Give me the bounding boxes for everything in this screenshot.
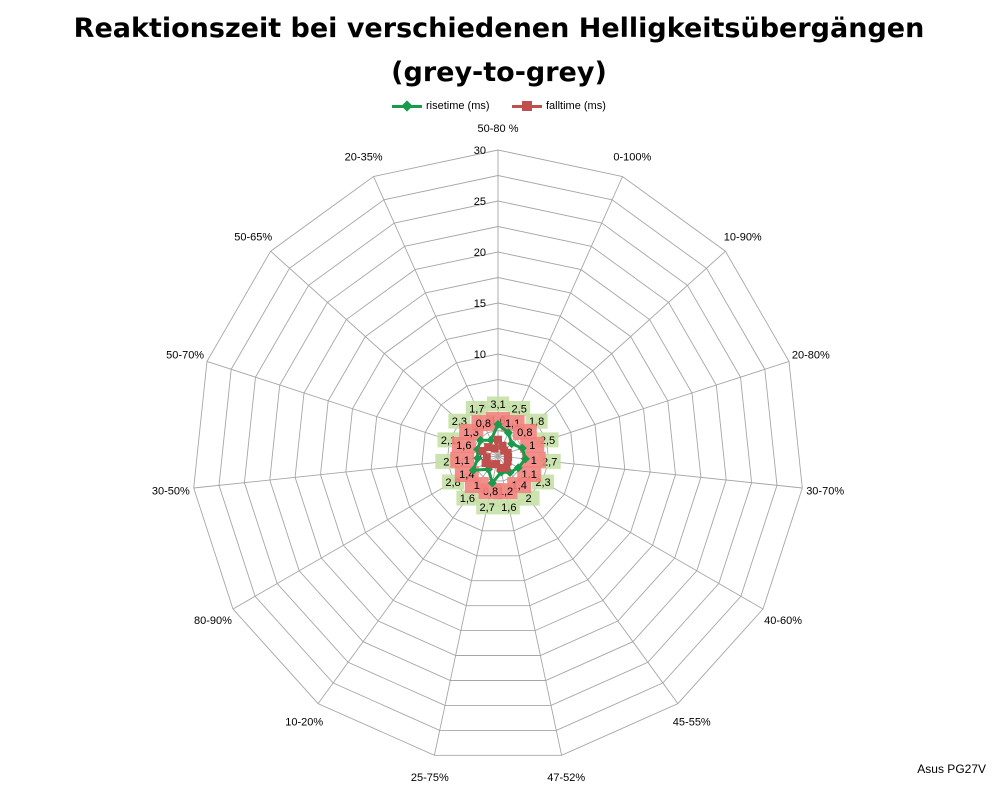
grid-ring (345, 302, 651, 607)
category-label: 47-52% (547, 772, 585, 784)
category-label: 20-80% (792, 350, 830, 362)
risetime-point (468, 465, 478, 475)
risetime-point (473, 453, 483, 463)
category-label: 80-90% (194, 615, 232, 627)
category-label: 10-90% (724, 232, 762, 244)
risetime-point (513, 463, 523, 473)
category-label: 50-65% (234, 232, 272, 244)
grid-ring (218, 175, 778, 731)
legend-line-falltime (512, 100, 542, 111)
data-label: 3,1 (490, 399, 505, 411)
data-label-box (512, 423, 537, 440)
chart-title-line-1: Reaktionszeit bei verschiedenen Helligke… (73, 13, 925, 44)
data-label: 1 (529, 440, 535, 452)
category-label: 30-50% (152, 485, 190, 497)
radial-tick-label: 10 (474, 349, 486, 361)
falltime-point (503, 457, 512, 466)
data-label: 1,6 (460, 493, 475, 505)
data-label: 1 (531, 455, 537, 467)
falltime-point (503, 448, 512, 457)
data-label: 0,8 (476, 418, 491, 430)
risetime-series-line (471, 422, 527, 485)
risetime-point (493, 419, 503, 429)
grid-ring (193, 149, 803, 756)
data-label-box (471, 415, 496, 432)
data-label: 2 (443, 456, 449, 468)
grid-ring (421, 379, 575, 532)
grid-ring (294, 251, 702, 656)
legend-item-falltime: falltime (ms) (512, 100, 606, 112)
data-label-box (451, 436, 476, 453)
grid-ring (320, 277, 676, 632)
data-label: 1,7 (469, 404, 484, 416)
falltime-point (481, 459, 490, 468)
legend-label-risetime: risetime (ms) (426, 100, 490, 112)
data-label-box (456, 490, 479, 506)
data-label-box (487, 396, 509, 412)
falltime-point (478, 447, 487, 455)
data-label-box (497, 499, 520, 515)
credit-label: Asus PG27V (917, 762, 986, 776)
risetime-point (476, 435, 486, 445)
data-label: 0,8 (517, 427, 532, 439)
category-label: 25-75% (411, 772, 449, 784)
data-label-box (517, 490, 540, 506)
data-label: 2 (526, 493, 532, 505)
chart-title-line-2: (grey-to-grey) (391, 57, 607, 88)
data-label: 1,1 (455, 455, 470, 467)
data-label-box (450, 451, 475, 468)
data-label-box (476, 499, 499, 515)
data-label: 1 (474, 480, 480, 492)
category-label: 50-80 % (478, 123, 519, 135)
falltime-point (492, 460, 501, 468)
chart-legend: risetime (ms) falltime (ms) (0, 99, 998, 118)
legend-square-marker (522, 100, 532, 111)
radial-tick-label: 20 (474, 247, 486, 259)
radial-tick-label: 30 (474, 145, 486, 157)
grid-ring (396, 353, 600, 557)
category-label: 50-70% (166, 350, 204, 362)
data-label: 1,6 (456, 440, 471, 452)
grid-ring (243, 200, 753, 706)
falltime-point (488, 460, 496, 469)
data-label: 1,6 (501, 502, 516, 514)
falltime-point (502, 463, 511, 472)
data-label: 2,5 (512, 404, 527, 416)
data-label-box (520, 436, 545, 453)
risetime-point (507, 439, 517, 449)
falltime-point (494, 435, 502, 444)
risetime-point (486, 435, 496, 445)
falltime-point (482, 453, 491, 462)
category-label: 0-100% (613, 151, 651, 163)
data-label-box (508, 401, 531, 416)
radial-tick-label: 25 (474, 196, 486, 208)
legend-item-risetime: risetime (ms) (392, 99, 490, 112)
category-label: 30-70% (806, 485, 844, 497)
risetime-point (520, 454, 530, 464)
risetime-point (487, 478, 497, 488)
grid-ring (370, 328, 626, 582)
falltime-point (498, 441, 507, 450)
category-label: 45-55% (673, 716, 711, 728)
category-label: 20-35% (345, 151, 383, 163)
falltime-point (490, 444, 499, 453)
data-label: 2,7 (480, 502, 495, 514)
grid-ring (269, 226, 727, 681)
data-label-box (465, 401, 488, 416)
grid-ring (472, 430, 524, 482)
category-label: 10-20% (285, 716, 323, 728)
category-label: 40-60% (764, 615, 802, 627)
risetime-point (503, 428, 513, 438)
data-label: 2,7 (542, 456, 557, 468)
falltime-point (484, 443, 493, 452)
data-label-box (521, 451, 546, 468)
radial-tick-label: 15 (474, 298, 486, 310)
risetime-point (517, 443, 527, 453)
falltime-point (496, 464, 505, 472)
legend-line-risetime (392, 99, 422, 112)
falltime-point (504, 453, 513, 462)
legend-label-falltime: falltime (ms) (546, 100, 606, 112)
